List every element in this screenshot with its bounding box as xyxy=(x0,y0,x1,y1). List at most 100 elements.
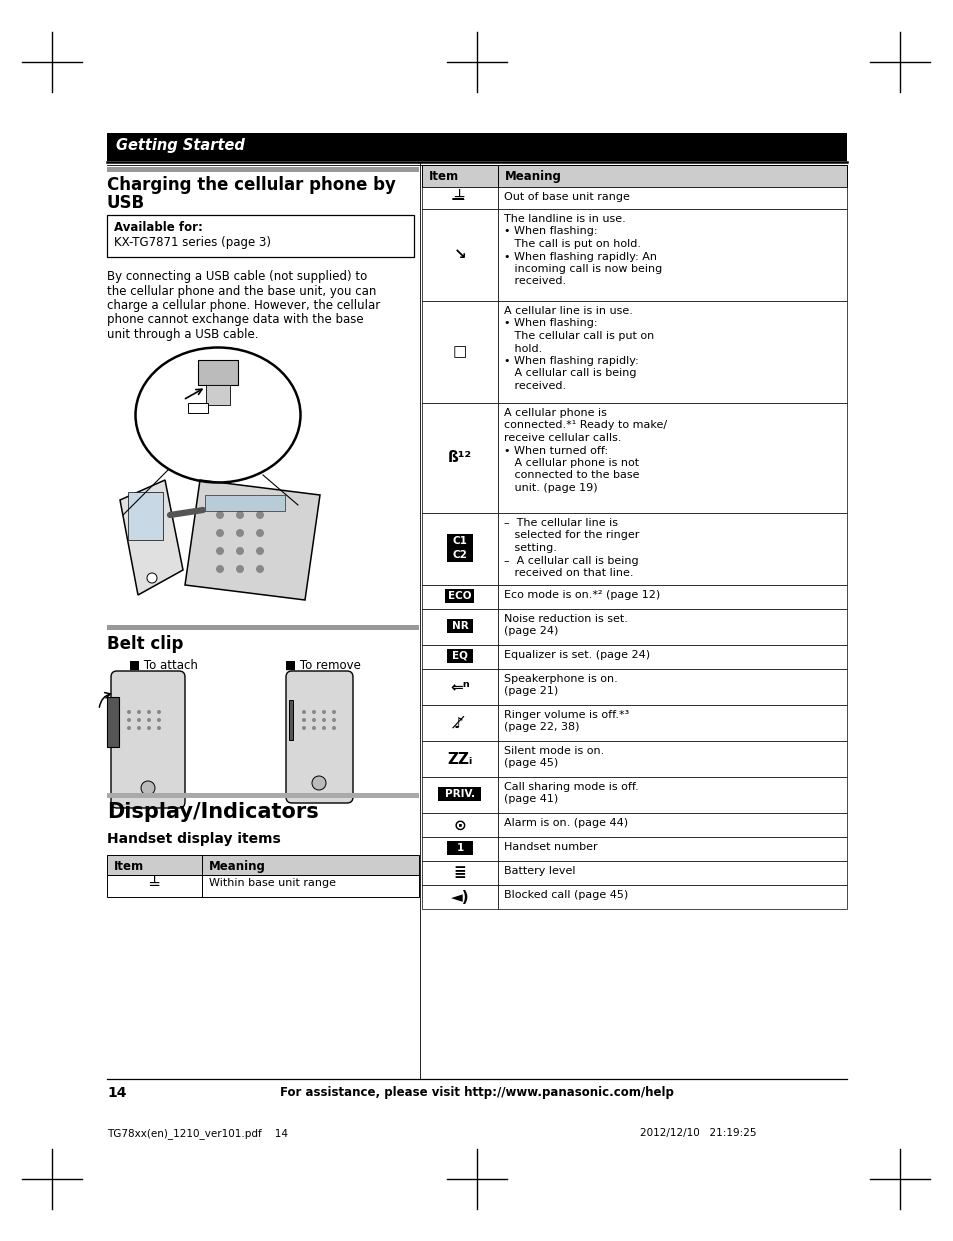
Bar xyxy=(107,625,418,630)
Circle shape xyxy=(332,710,335,714)
Text: ╧̶: ╧̶ xyxy=(455,191,464,206)
Text: receive cellular calls.: receive cellular calls. xyxy=(503,433,620,443)
Bar xyxy=(497,187,846,208)
Text: A cellular phone is: A cellular phone is xyxy=(503,408,606,418)
Bar xyxy=(497,813,846,836)
Bar xyxy=(438,787,481,800)
Circle shape xyxy=(147,726,151,730)
Circle shape xyxy=(215,547,224,555)
Text: unit through a USB cable.: unit through a USB cable. xyxy=(107,328,258,341)
Text: hold.: hold. xyxy=(503,344,541,354)
Bar xyxy=(202,855,418,875)
Text: Noise reduction is set.: Noise reduction is set. xyxy=(503,614,627,624)
Bar xyxy=(421,645,497,669)
Circle shape xyxy=(332,719,335,722)
Text: C1: C1 xyxy=(452,536,467,546)
Text: (page 24): (page 24) xyxy=(503,627,558,637)
Text: □: □ xyxy=(453,345,467,360)
Circle shape xyxy=(302,710,306,714)
Text: Handset display items: Handset display items xyxy=(107,831,280,846)
Bar xyxy=(447,841,473,855)
Text: (page 22, 38): (page 22, 38) xyxy=(503,722,578,732)
Bar xyxy=(421,208,497,302)
Bar xyxy=(497,836,846,861)
Circle shape xyxy=(255,529,264,537)
Bar xyxy=(421,813,497,836)
Text: selected for the ringer: selected for the ringer xyxy=(503,530,639,541)
Bar xyxy=(107,793,418,798)
Circle shape xyxy=(235,529,244,537)
Text: • When flashing rapidly: An: • When flashing rapidly: An xyxy=(503,252,657,262)
Text: –  The cellular line is: – The cellular line is xyxy=(503,517,618,527)
Bar xyxy=(188,403,208,413)
Bar xyxy=(497,885,846,908)
Text: Out of base unit range: Out of base unit range xyxy=(503,192,629,202)
Bar xyxy=(107,855,202,875)
Text: the cellular phone and the base unit, you can: the cellular phone and the base unit, yo… xyxy=(107,284,376,298)
Circle shape xyxy=(302,719,306,722)
Circle shape xyxy=(332,726,335,730)
Text: phone cannot exchange data with the base: phone cannot exchange data with the base xyxy=(107,314,363,326)
Text: • When turned off:: • When turned off: xyxy=(503,446,607,455)
Text: ■ To remove: ■ To remove xyxy=(285,659,360,671)
Text: connected.*¹ Ready to make/: connected.*¹ Ready to make/ xyxy=(503,421,666,431)
Circle shape xyxy=(255,511,264,519)
Circle shape xyxy=(322,719,326,722)
Text: 14: 14 xyxy=(107,1086,127,1100)
Text: (page 45): (page 45) xyxy=(503,758,558,768)
Polygon shape xyxy=(120,480,183,594)
Circle shape xyxy=(215,511,224,519)
Bar xyxy=(202,875,418,897)
Text: Meaning: Meaning xyxy=(209,860,266,872)
Bar xyxy=(206,385,230,405)
Bar xyxy=(497,403,846,513)
Text: ■ To attach: ■ To attach xyxy=(129,659,197,671)
Bar xyxy=(421,165,497,187)
Bar xyxy=(107,168,418,172)
Polygon shape xyxy=(185,480,319,599)
Circle shape xyxy=(137,719,141,722)
Bar xyxy=(497,585,846,609)
Text: connected to the base: connected to the base xyxy=(503,470,639,480)
Text: ZZᵢ: ZZᵢ xyxy=(447,752,472,767)
Circle shape xyxy=(322,710,326,714)
Bar xyxy=(107,133,846,161)
Bar xyxy=(107,697,119,747)
Text: • When flashing:: • When flashing: xyxy=(503,227,597,237)
Circle shape xyxy=(141,781,154,795)
Circle shape xyxy=(235,547,244,555)
Text: received.: received. xyxy=(503,277,565,287)
Text: Ringer volume is off.*³: Ringer volume is off.*³ xyxy=(503,710,629,720)
Bar xyxy=(497,645,846,669)
Text: received.: received. xyxy=(503,381,565,391)
Circle shape xyxy=(137,710,141,714)
Text: Display/Indicators: Display/Indicators xyxy=(107,802,318,822)
Circle shape xyxy=(255,565,264,573)
Text: setting.: setting. xyxy=(503,544,557,553)
Text: 2012/12/10   21:19:25: 2012/12/10 21:19:25 xyxy=(639,1128,756,1138)
Text: Eco mode is on.*² (page 12): Eco mode is on.*² (page 12) xyxy=(503,589,659,599)
Bar xyxy=(497,302,846,403)
Text: ECO: ECO xyxy=(448,591,471,601)
Text: By connecting a USB cable (not supplied) to: By connecting a USB cable (not supplied)… xyxy=(107,271,367,283)
Text: USB: USB xyxy=(107,194,145,212)
Circle shape xyxy=(302,726,306,730)
Bar xyxy=(497,861,846,885)
Bar xyxy=(205,495,285,511)
Text: Item: Item xyxy=(113,860,144,872)
Text: The cellular call is put on: The cellular call is put on xyxy=(503,331,654,341)
Circle shape xyxy=(215,565,224,573)
FancyBboxPatch shape xyxy=(286,671,353,803)
Circle shape xyxy=(147,573,157,583)
Circle shape xyxy=(312,726,315,730)
Bar xyxy=(497,705,846,741)
Text: KX-TG7871 series (page 3): KX-TG7871 series (page 3) xyxy=(113,236,271,249)
Text: ╧: ╧ xyxy=(150,877,158,892)
Bar xyxy=(107,875,202,897)
Circle shape xyxy=(127,710,131,714)
Text: ♪̸: ♪̸ xyxy=(455,716,464,731)
Text: (page 21): (page 21) xyxy=(503,686,558,696)
Bar xyxy=(421,861,497,885)
Bar xyxy=(421,705,497,741)
Bar xyxy=(497,741,846,777)
